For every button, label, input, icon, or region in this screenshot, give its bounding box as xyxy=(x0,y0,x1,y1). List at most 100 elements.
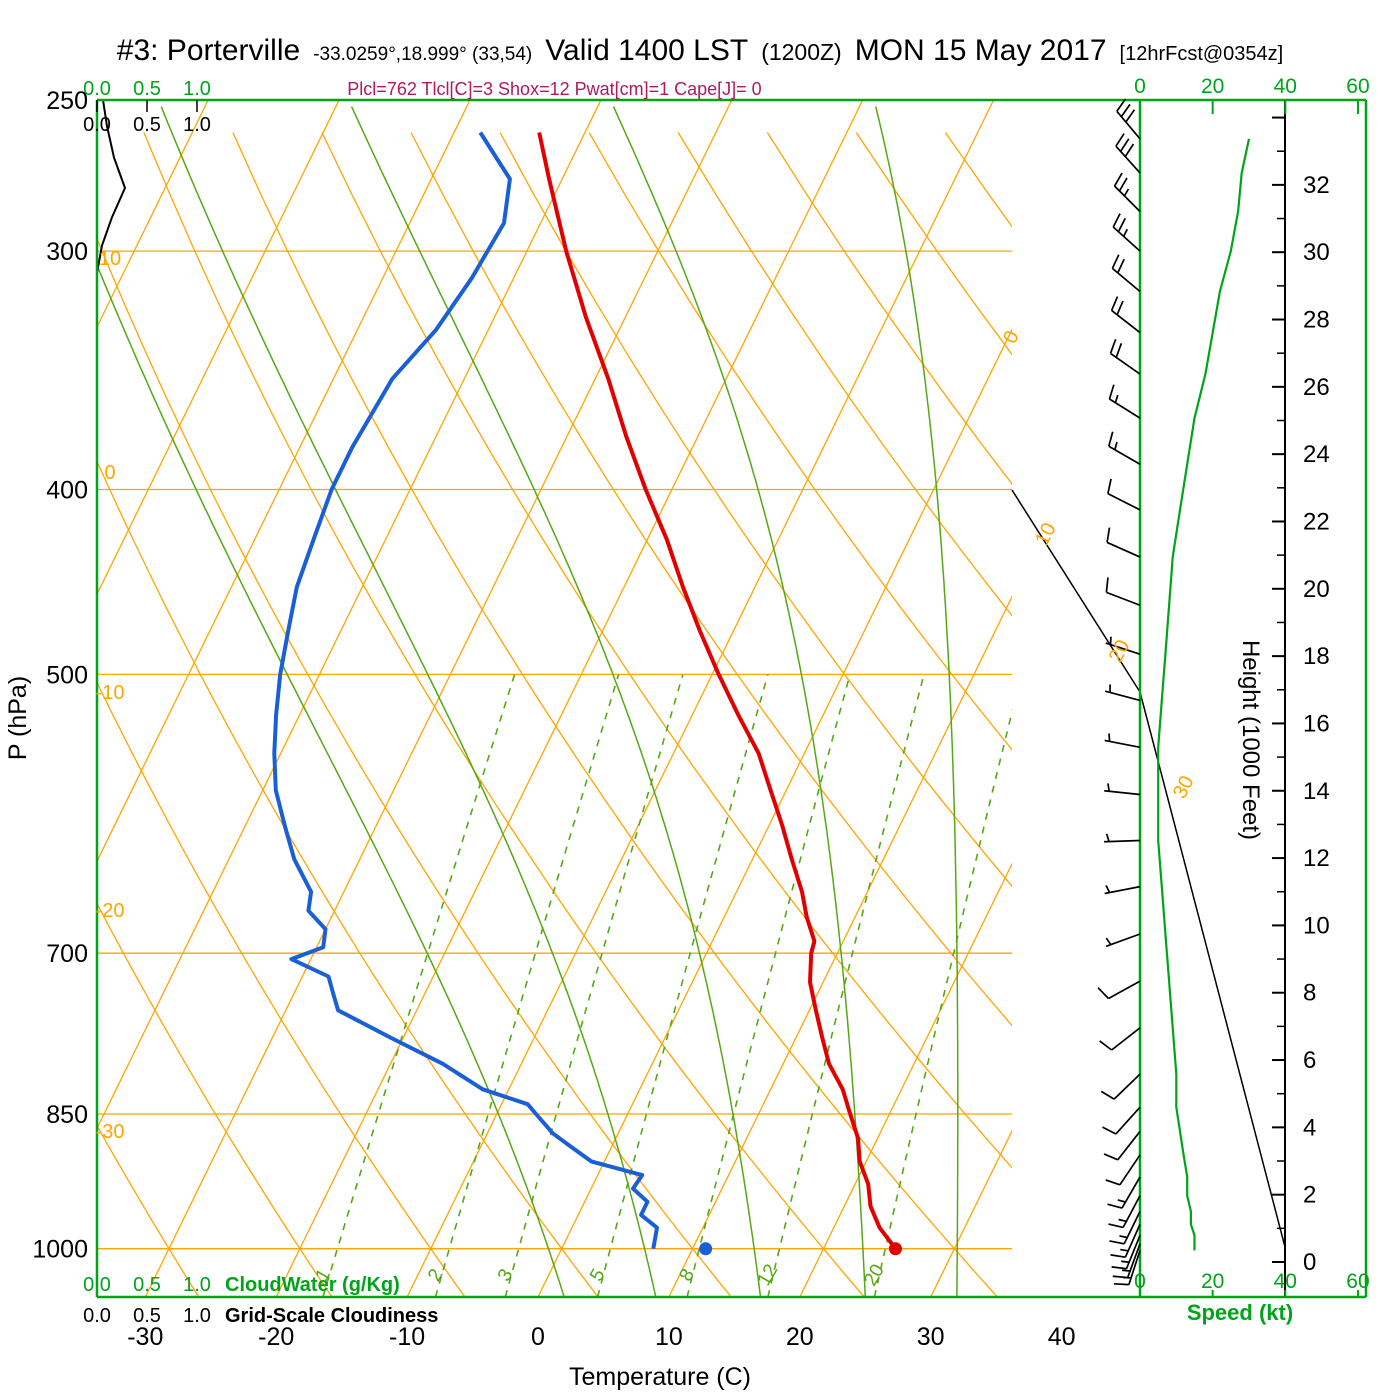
wind-barb-full xyxy=(1113,1282,1129,1286)
wind-barb-staff xyxy=(1128,1250,1141,1285)
wind-barb-half xyxy=(1118,1218,1127,1223)
mixing-ratio-line xyxy=(322,674,516,1297)
wind-barb-full xyxy=(1117,217,1127,233)
dry-adiabat-line xyxy=(143,132,865,1297)
wind-barb-staff xyxy=(1115,145,1141,174)
pressure-tick-label: 300 xyxy=(46,238,88,266)
wind-barb-full xyxy=(1107,478,1112,494)
wind-barb-staff xyxy=(1121,1176,1141,1209)
dry-adiabat-label: 0 xyxy=(104,462,115,484)
wind-barb-full xyxy=(1110,296,1119,311)
wind-barb-staff xyxy=(1117,1130,1141,1161)
wind-barb-full xyxy=(1108,1223,1124,1229)
height-tick-label: 2 xyxy=(1303,1182,1316,1209)
isotherm-label: 10 xyxy=(1031,519,1061,549)
height-tick-label: 10 xyxy=(1303,912,1330,939)
wind-barb-staff xyxy=(1110,352,1141,375)
isotherm-line xyxy=(668,595,1012,1297)
mixing-ratio-label: 5 xyxy=(586,1265,609,1285)
wind-barb-full xyxy=(1100,1090,1115,1100)
dewpoint-curve xyxy=(272,131,659,1250)
wind-barb-full xyxy=(1102,1126,1117,1135)
pressure-tick-label: 850 xyxy=(46,1101,88,1129)
pressure-tick-label: 250 xyxy=(46,87,88,115)
isotherm-line xyxy=(537,328,1012,1297)
cloudwater-scale-label-bottom: 1.0 xyxy=(183,1274,211,1296)
cloudiness-scale-label-top: 0.5 xyxy=(133,114,161,136)
temperature-tick-label: -20 xyxy=(258,1323,294,1351)
wind-barb-staff xyxy=(1125,1235,1141,1270)
speed-scale-label-top: 0 xyxy=(1134,75,1146,98)
wind-barb-full xyxy=(1124,143,1135,158)
wind-barb-full xyxy=(1115,343,1123,358)
height-tick-label: 6 xyxy=(1303,1047,1316,1074)
cloudiness-scale-label-bottom: 0.0 xyxy=(83,1305,111,1327)
dry-adiabat-line xyxy=(677,132,1012,617)
wind-barb-full xyxy=(1118,177,1128,192)
wind-barb-half xyxy=(1117,1199,1126,1203)
height-reference-line xyxy=(1011,489,1286,1248)
wind-barb-full xyxy=(1109,1240,1125,1245)
speed-scale-label-top: 20 xyxy=(1201,75,1224,98)
wind-barb-staff xyxy=(1111,267,1141,293)
temperature-curve xyxy=(537,132,898,1250)
dry-adiabat-line xyxy=(944,132,1012,228)
temperature-axis-title: Temperature (C) xyxy=(569,1363,751,1391)
isotherm-label: 20 xyxy=(1105,636,1135,666)
wind-barb-half xyxy=(1105,937,1112,946)
wind-barb-half xyxy=(1122,1269,1131,1272)
sounding-parameters: Plcl=762 Tlcl[C]=3 Shox=12 Pwat[cm]=1 Ca… xyxy=(347,79,762,99)
speed-scale-label-bottom: 40 xyxy=(1274,1270,1297,1293)
dry-adiabat-line xyxy=(588,132,1012,751)
wind-barb-half xyxy=(1123,188,1130,197)
mixing-ratio-line xyxy=(686,674,851,1297)
isotherm-line xyxy=(97,100,602,1130)
speed-scale-label-top: 40 xyxy=(1274,75,1297,98)
isotherm-line xyxy=(930,1129,1012,1297)
mixing-ratio-line xyxy=(873,708,1012,1297)
wind-barb-full xyxy=(1111,1266,1127,1270)
height-tick-label: 26 xyxy=(1303,374,1330,401)
wind-barb-full xyxy=(1105,1179,1121,1186)
speed-axis-title: Speed (kt) xyxy=(1187,1300,1293,1325)
valid-date: MON 15 May 2017 xyxy=(854,34,1107,67)
wind-barb-staff xyxy=(1124,1223,1141,1258)
moist-adiabat-line xyxy=(160,106,657,1297)
wind-barb-full xyxy=(1115,133,1125,147)
isotherm-line xyxy=(275,100,864,1297)
mixing-ratio-line xyxy=(434,674,620,1297)
temperature-tick-label: 30 xyxy=(917,1323,945,1351)
wind-barb-staff xyxy=(1116,110,1141,140)
dry-adiabat-label: 10 xyxy=(99,248,121,270)
wind-barb-staff xyxy=(1111,1027,1141,1051)
dry-adiabat-line xyxy=(97,237,732,1297)
wind-barb-staff xyxy=(1123,1211,1141,1245)
cloudiness-scale-label-bottom: 1.0 xyxy=(183,1305,211,1327)
mixing-ratio-line xyxy=(596,674,769,1297)
wind-barb-full xyxy=(1108,431,1114,447)
wind-barb-staff xyxy=(1126,1243,1141,1278)
dry-adiabat-line xyxy=(97,1124,200,1297)
height-tick-label: 20 xyxy=(1303,576,1330,603)
cloudiness-scale-label-top: 1.0 xyxy=(183,114,211,136)
wind-barb-staff xyxy=(1119,1154,1141,1186)
height-axis-title: Height (1000 Feet) xyxy=(1237,640,1264,840)
wind-barb-full xyxy=(1112,213,1121,228)
cloudwater-scale-label-bottom: 0.0 xyxy=(83,1274,111,1296)
wind-barb-half xyxy=(1121,1260,1130,1264)
moist-adiabat-line xyxy=(874,106,959,1297)
isotherm-line xyxy=(1062,100,1400,1297)
dry-adiabat-line xyxy=(97,681,466,1297)
wind-barb-full xyxy=(1097,987,1110,1000)
wind-barb-half xyxy=(1119,1235,1128,1239)
cloudiness-scale-label-top: 0.0 xyxy=(83,114,111,136)
height-tick-label: 16 xyxy=(1303,710,1330,737)
mixing-ratio-label: 8 xyxy=(676,1265,699,1285)
wind-barb-full xyxy=(1116,98,1127,112)
wind-barb-staff xyxy=(1112,226,1141,252)
wind-barb-half xyxy=(1105,833,1110,842)
temperature-tick-label: 0 xyxy=(531,1323,545,1351)
moist-adiabat-line xyxy=(350,106,762,1297)
